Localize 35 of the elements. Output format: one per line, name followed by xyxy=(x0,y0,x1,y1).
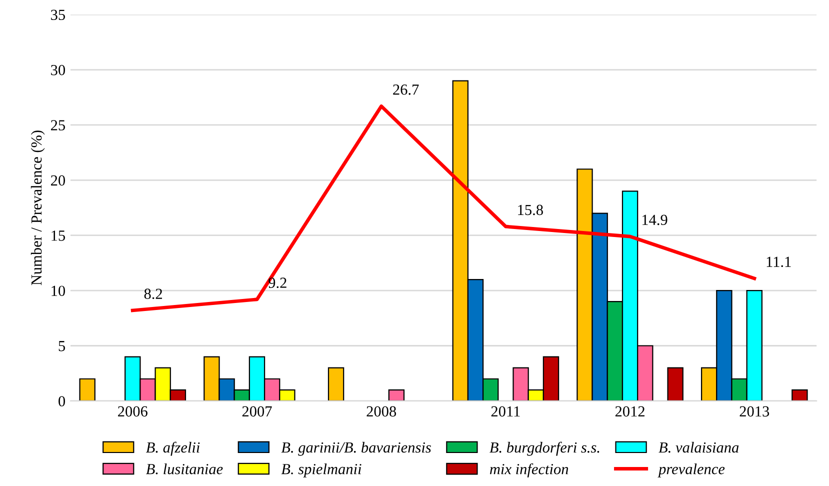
legend-label: B. valaisiana xyxy=(658,442,739,453)
data-label: 9.2 xyxy=(268,278,286,288)
y-tick-label: 25 xyxy=(50,120,66,130)
bar xyxy=(667,367,684,401)
data-label: 11.1 xyxy=(766,256,791,268)
x-tick-label: 2011 xyxy=(491,406,520,417)
legend-label: B. burgdorferi s.s. xyxy=(490,442,600,456)
legend-label: B. garinii/B. bavariensis xyxy=(281,442,431,456)
legend-label: prevalence xyxy=(658,463,725,478)
y-tick-label: 0 xyxy=(58,396,66,406)
bar xyxy=(79,378,96,401)
x-tick-label: 2013 xyxy=(740,406,770,417)
y-tick-label: 10 xyxy=(52,286,66,296)
legend-label: B. spielmanii xyxy=(281,463,362,478)
y-tick-label: 15 xyxy=(52,230,66,241)
y-tick-label: 5 xyxy=(58,341,66,352)
bar xyxy=(328,367,344,401)
y-tick-label: 30 xyxy=(51,64,66,76)
legend-label: B. lusitaniae xyxy=(146,463,223,474)
x-tick-label: 2008 xyxy=(366,406,396,417)
bar xyxy=(792,389,808,401)
legend-label: B. afzelii xyxy=(146,442,200,456)
line-series xyxy=(130,104,756,312)
y-tick-label: 20 xyxy=(50,175,66,186)
bar xyxy=(388,389,405,401)
data-label: 14.9 xyxy=(642,214,668,226)
data-label: 26.7 xyxy=(393,84,419,95)
y-tick-label: 35 xyxy=(51,10,66,20)
data-label: 8.2 xyxy=(144,288,162,300)
y-axis-title: Number / Prevalence (%) xyxy=(30,130,45,286)
x-tick-label: 2006 xyxy=(118,406,148,417)
data-label: 15.8 xyxy=(518,204,543,216)
legend-label: mix infection xyxy=(490,463,568,478)
x-tick-label: 2007 xyxy=(242,406,272,417)
x-tick-label: 2012 xyxy=(615,406,644,417)
